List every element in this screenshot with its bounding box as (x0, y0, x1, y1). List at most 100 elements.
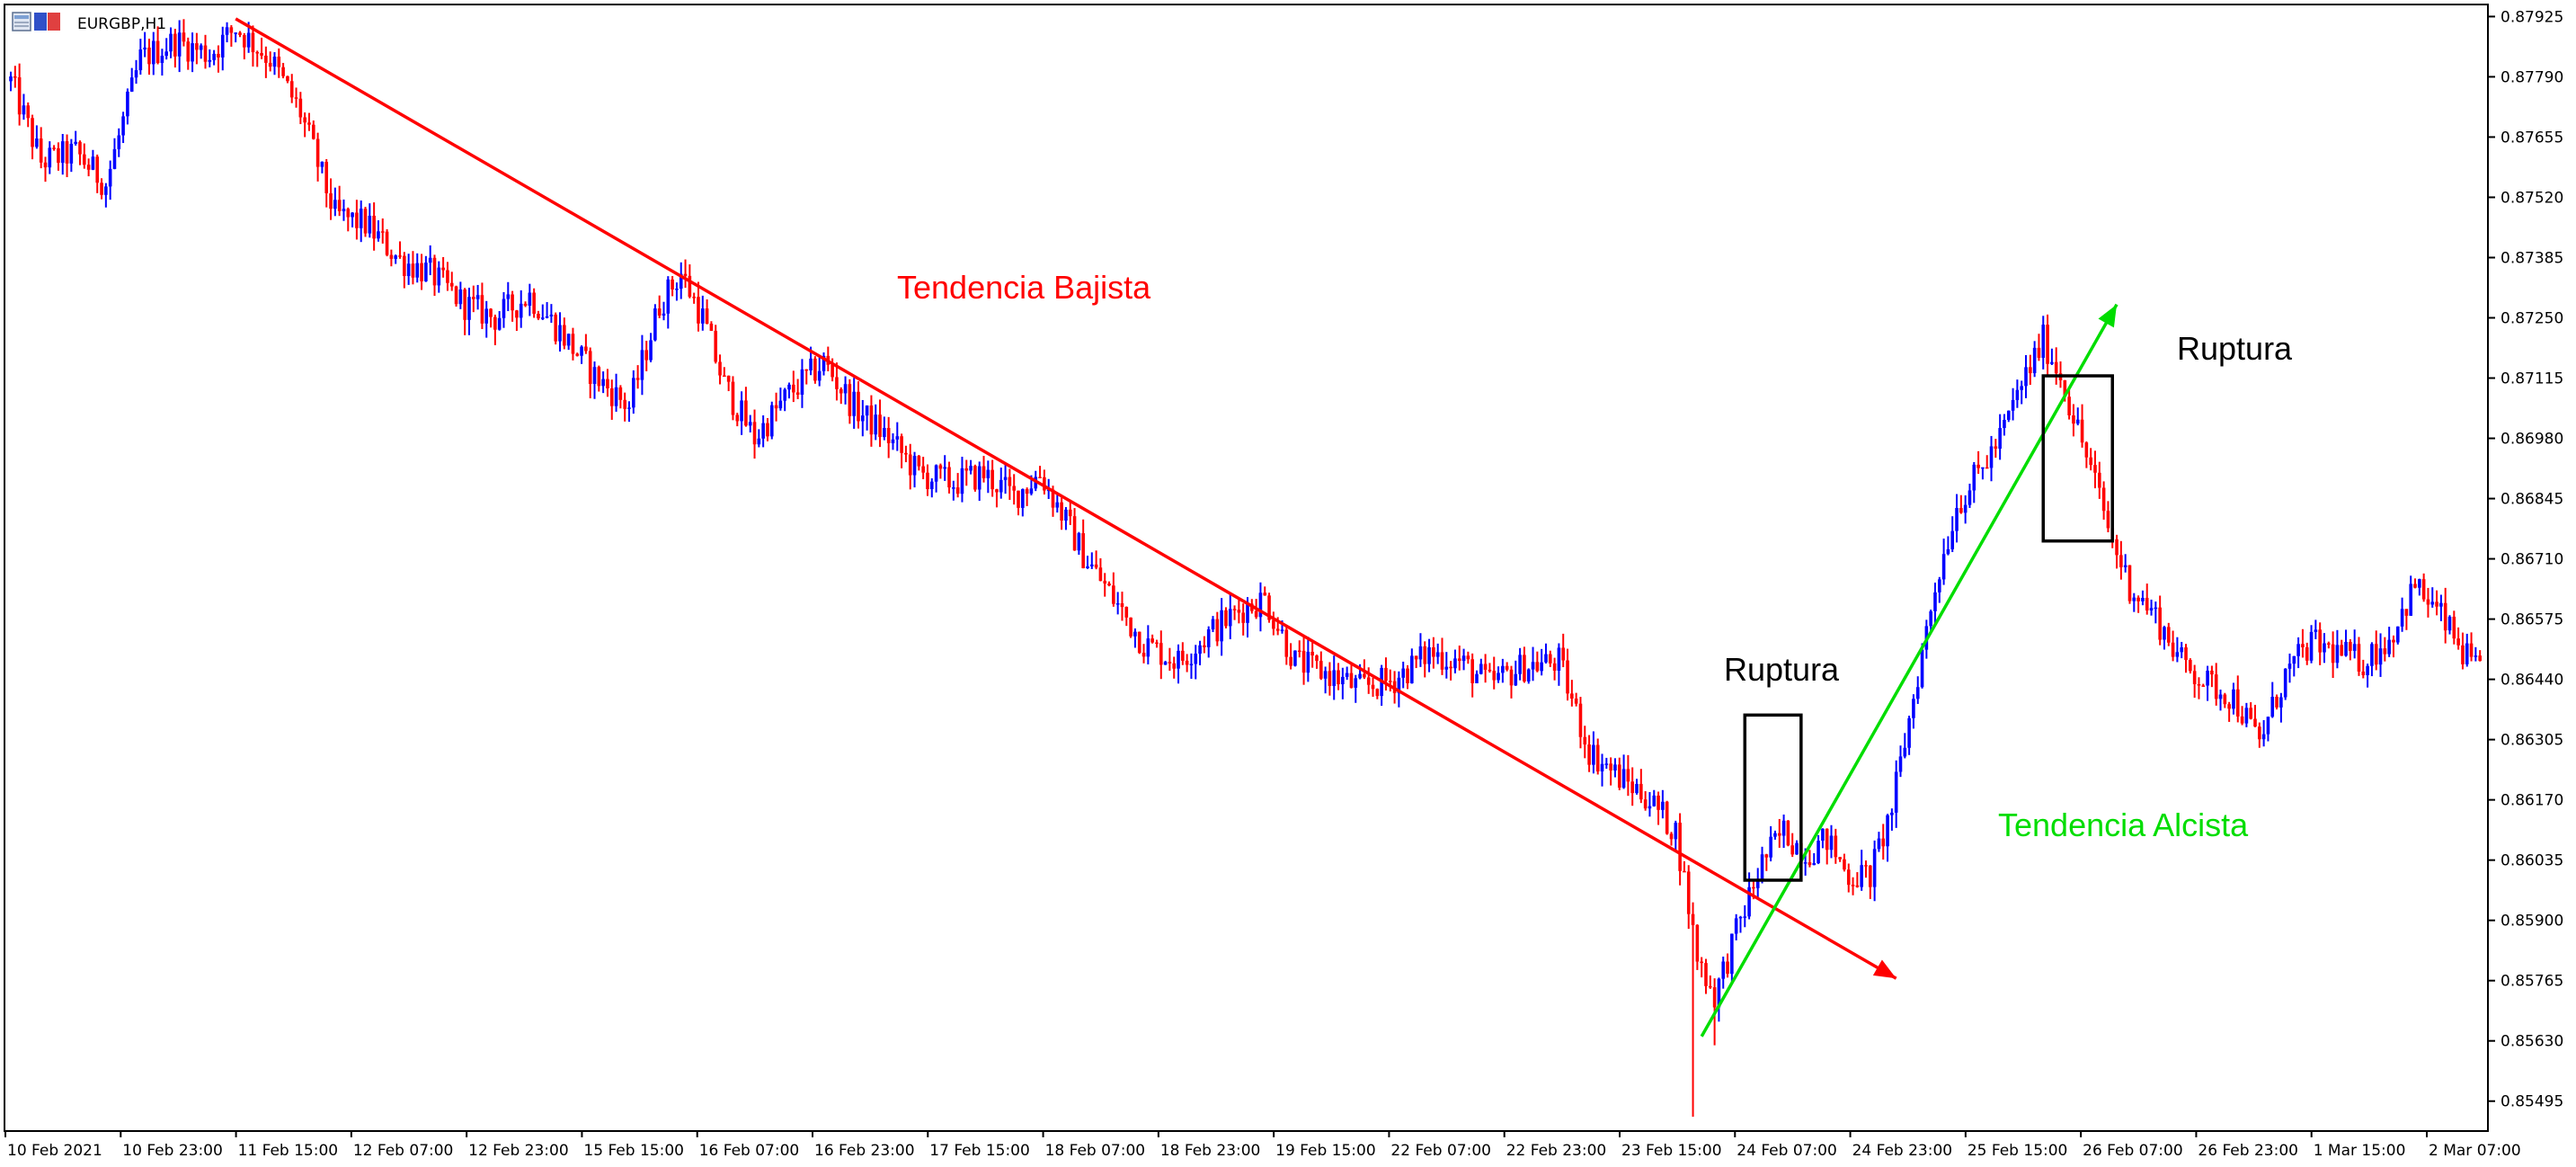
candle (2145, 584, 2149, 615)
candle (1518, 647, 1522, 681)
candle (714, 325, 718, 364)
time-axis[interactable]: 10 Feb 2021 10 Feb 23:00 11 Feb 15:00 12 Fe… (4, 1130, 2521, 1160)
ruptura-box-2[interactable] (2041, 374, 2114, 543)
candle-body (2235, 689, 2240, 717)
candle (22, 94, 26, 120)
candle-body (1375, 689, 1380, 697)
price-tick-label: 0.86440 (2500, 672, 2563, 690)
candle (1163, 660, 1168, 665)
chart-window-icon[interactable] (12, 12, 31, 31)
candle (57, 142, 60, 171)
ruptura-box-1[interactable] (1743, 713, 1803, 882)
candle (372, 202, 376, 251)
candle-body (2240, 716, 2244, 724)
candle (493, 314, 497, 345)
candle-body (635, 378, 640, 380)
candle-body (471, 297, 475, 299)
candle (2418, 578, 2421, 596)
candle (432, 254, 437, 297)
candle (298, 92, 303, 125)
candle (657, 295, 662, 318)
candle (2197, 677, 2201, 699)
candle-body (1258, 592, 1263, 618)
candle-body (1363, 673, 1366, 678)
candle (69, 138, 74, 173)
candle-body (74, 141, 77, 144)
candle (519, 290, 523, 328)
time-tick-label: 1 Mar 15:00 (2314, 1142, 2406, 1160)
candle-body (787, 384, 791, 390)
candle-body (1747, 886, 1751, 917)
candle-body (861, 415, 865, 422)
candle-body (2015, 389, 2020, 400)
candle (1497, 666, 1500, 683)
candle-body (800, 369, 804, 395)
price-axis[interactable]: 0.87925 0.87790 0.87655 0.87520 0.87385 0.872… (2488, 8, 2563, 1111)
candle-body (169, 33, 173, 52)
candle (1363, 659, 1366, 680)
candle (26, 102, 31, 128)
candle-body (1263, 592, 1267, 596)
candle-body (78, 141, 82, 155)
candle (1717, 977, 1721, 1022)
candle (523, 301, 528, 307)
candle-body (2175, 652, 2180, 657)
candle (1657, 791, 1660, 825)
candle (2366, 664, 2369, 688)
chart-type-icon[interactable] (34, 13, 60, 31)
candle (904, 445, 908, 463)
candle (1821, 828, 1825, 849)
candle (108, 160, 112, 200)
candle (632, 370, 635, 414)
candle-body (1129, 617, 1133, 637)
candle (129, 67, 134, 93)
candle (2020, 380, 2024, 405)
candle (947, 461, 951, 494)
candle (580, 345, 583, 364)
candle-body (1855, 885, 1860, 887)
candle-body (2063, 379, 2067, 397)
candle (1301, 635, 1306, 685)
candle (2421, 573, 2426, 602)
downtrend-line[interactable] (235, 17, 1897, 980)
candle (411, 251, 415, 285)
candle (1730, 933, 1734, 984)
candle-body (1691, 913, 1695, 925)
candle (878, 399, 882, 448)
candle-body (2426, 599, 2430, 605)
candle (1950, 516, 1955, 553)
candle-body (2166, 627, 2171, 643)
candle-body (186, 41, 191, 62)
candle-body (1418, 646, 1423, 660)
candle-body (484, 308, 489, 324)
candle (2413, 578, 2417, 589)
candle-body (1630, 781, 1634, 794)
candle (2189, 658, 2192, 674)
candle-body (1834, 835, 1838, 858)
candle (1328, 662, 1332, 696)
candle-body (238, 32, 242, 35)
candle-body (1708, 985, 1712, 988)
candle-body (2020, 386, 2024, 390)
candle-body (1518, 655, 1522, 674)
candle-body (138, 49, 143, 71)
candle-body (748, 422, 752, 426)
candle-body (454, 286, 458, 305)
candle-body (1843, 859, 1846, 870)
candle-body (1920, 649, 1924, 688)
candle (2141, 590, 2145, 606)
candle (2287, 653, 2292, 683)
uptrend-line[interactable] (1700, 303, 2119, 1038)
candle-body (1578, 703, 1583, 737)
candle-body (554, 314, 558, 342)
candle (1150, 634, 1154, 644)
candle (1890, 808, 1894, 831)
candle (1985, 455, 1989, 469)
candle-body (1717, 978, 1721, 1008)
candle (2323, 633, 2326, 664)
candle-body (502, 298, 506, 318)
candle (1929, 610, 1932, 633)
candle-body (1168, 662, 1172, 664)
candle-body (1755, 879, 1760, 888)
